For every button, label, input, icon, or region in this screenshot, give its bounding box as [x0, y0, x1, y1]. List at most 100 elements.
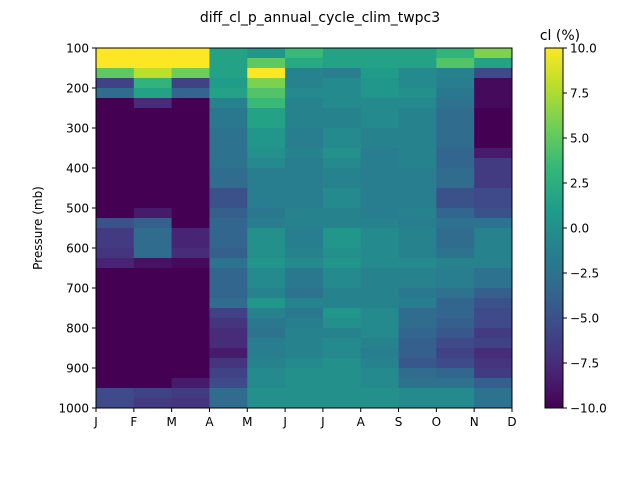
- y-tick-label: 100: [66, 42, 89, 56]
- heatmap-cell: [322, 348, 362, 359]
- heatmap-cell: [209, 108, 248, 129]
- heatmap-cell: [398, 108, 437, 129]
- heatmap-cell: [96, 168, 135, 189]
- heatmap-cell: [322, 148, 362, 159]
- heatmap-cell: [360, 338, 399, 349]
- heatmap-cell: [398, 258, 437, 269]
- heatmap-cell: [247, 158, 286, 169]
- x-tick-label: A: [205, 415, 214, 429]
- heatmap-cell: [247, 268, 286, 289]
- heatmap-cell: [247, 58, 286, 69]
- heatmap-cell: [133, 308, 173, 319]
- heatmap-cell: [322, 88, 362, 99]
- heatmap-cell: [360, 388, 399, 399]
- heatmap-cell: [398, 288, 437, 299]
- heatmap-cell: [436, 188, 475, 209]
- heatmap-cell: [322, 288, 362, 299]
- heatmap-cell: [474, 388, 513, 399]
- heatmap-cell: [247, 328, 286, 339]
- heatmap-cell: [474, 348, 513, 359]
- heatmap-cell: [398, 228, 437, 249]
- heatmap-cell: [322, 368, 362, 379]
- heatmap-cell: [474, 88, 513, 99]
- heatmap-cell: [322, 248, 362, 259]
- heatmap-cell: [247, 398, 286, 409]
- heatmap-cell: [398, 98, 437, 109]
- heatmap-cell: [360, 188, 399, 209]
- heatmap-cell: [360, 358, 399, 369]
- heatmap-cell: [436, 298, 475, 309]
- heatmap-cell: [209, 168, 248, 189]
- heatmap-cell: [247, 78, 286, 89]
- x-tick-label: A: [357, 415, 366, 429]
- heatmap-cell: [247, 338, 286, 349]
- heatmap-cell: [436, 398, 475, 409]
- heatmap-cell: [209, 388, 248, 399]
- heatmap-cell: [247, 318, 286, 329]
- heatmap-cell: [322, 338, 362, 349]
- x-tick-label: J: [320, 415, 325, 429]
- heatmap-cell: [436, 58, 475, 69]
- heatmap-cell: [209, 358, 248, 369]
- heatmap-cell: [285, 48, 324, 59]
- heatmap-cell: [96, 68, 135, 79]
- x-tick-label: S: [395, 415, 403, 429]
- heatmap-cell: [133, 218, 173, 229]
- heatmap-cell: [96, 188, 135, 209]
- heatmap-cell: [322, 398, 362, 409]
- heatmap-cell: [209, 258, 248, 269]
- colorbar-tick-label: 7.5: [570, 87, 589, 101]
- heatmap-cell: [96, 148, 135, 159]
- heatmap-cell: [133, 338, 173, 349]
- heatmap-cell: [360, 318, 399, 329]
- heatmap-cell: [398, 48, 437, 59]
- heatmap-cell: [474, 58, 513, 69]
- heatmap-cell: [96, 78, 135, 89]
- heatmap-cell: [285, 128, 324, 149]
- heatmap-cell: [133, 68, 173, 79]
- heatmap-cell: [285, 398, 324, 409]
- colorbar-gradient: [545, 48, 563, 408]
- heatmap-cell: [247, 188, 286, 209]
- heatmap-cell: [360, 78, 399, 89]
- heatmap-cell: [474, 208, 513, 219]
- heatmap-cell: [247, 218, 286, 229]
- heatmap-cell: [96, 378, 135, 389]
- heatmap-cell: [474, 188, 513, 209]
- x-tick-label: O: [432, 415, 441, 429]
- heatmap-cell: [398, 68, 437, 79]
- heatmap-cell: [209, 218, 248, 229]
- heatmap-cell: [285, 58, 324, 69]
- heatmap-cell: [474, 48, 513, 59]
- heatmap-cell: [133, 88, 173, 99]
- heatmap-cell: [171, 218, 210, 229]
- heatmap-cell: [322, 218, 362, 229]
- heatmap-cell: [398, 268, 437, 289]
- heatmap-cell: [247, 48, 286, 59]
- heatmap-cell: [436, 268, 475, 289]
- heatmap-cell: [133, 398, 173, 409]
- heatmap-cell: [96, 208, 135, 219]
- heatmap-cell: [285, 98, 324, 109]
- heatmap-cell: [171, 88, 210, 99]
- heatmap-cell: [474, 308, 513, 319]
- heatmap-cell: [171, 68, 210, 79]
- heatmap-cell: [285, 388, 324, 399]
- heatmap-cell: [247, 348, 286, 359]
- y-tick-label: 500: [66, 202, 89, 216]
- heatmap-cell: [209, 98, 248, 109]
- heatmap-cell: [474, 378, 513, 389]
- colorbar-tick-label: 5.0: [570, 132, 589, 146]
- heatmap-cell: [209, 378, 248, 389]
- heatmap-cell: [133, 158, 173, 169]
- heatmap-cell: [360, 208, 399, 219]
- heatmap-cell: [474, 318, 513, 329]
- heatmap-cell: [322, 128, 362, 149]
- heatmap-cell: [96, 298, 135, 309]
- heatmap-cell: [247, 228, 286, 249]
- y-tick-label: 900: [66, 362, 89, 376]
- heatmap-cell: [285, 108, 324, 129]
- heatmap-cell: [247, 68, 286, 79]
- heatmap-cell: [436, 348, 475, 359]
- heatmap-cell: [474, 148, 513, 159]
